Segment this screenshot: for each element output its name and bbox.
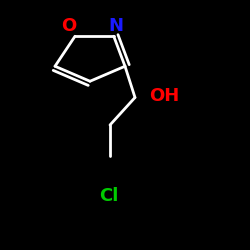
Text: OH: OH [148,87,179,105]
Text: O: O [61,17,76,35]
Text: Cl: Cl [99,187,118,205]
Text: N: N [109,17,124,35]
